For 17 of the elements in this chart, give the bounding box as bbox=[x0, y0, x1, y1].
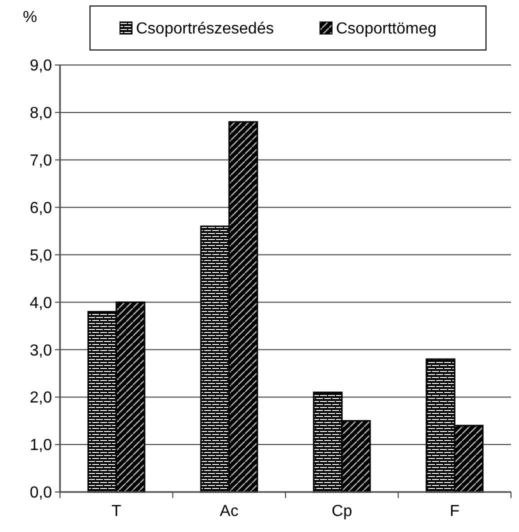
x-tick-label: F bbox=[450, 503, 460, 520]
x-tick-label: Cp bbox=[332, 503, 352, 520]
y-tick-label: 6,0 bbox=[30, 200, 52, 217]
y-tick-label: 3,0 bbox=[30, 342, 52, 360]
y-tick-label: 7,0 bbox=[30, 152, 52, 170]
legend-label: Csoportrészesedés bbox=[136, 20, 274, 38]
y-tick-label: 2,0 bbox=[30, 390, 52, 407]
x-tick-label: T bbox=[111, 503, 122, 520]
y-tick-label: 1,0 bbox=[30, 437, 52, 454]
y-tick-label: 5,0 bbox=[30, 247, 52, 264]
y-tick-label: 4,0 bbox=[30, 294, 52, 312]
y-tick-label: 8,0 bbox=[30, 105, 52, 122]
legend-label: Csoporttömeg bbox=[336, 20, 436, 38]
y-tick-label: 9,0 bbox=[30, 58, 52, 75]
y-axis-title: % bbox=[22, 9, 38, 26]
x-tick-label: Ac bbox=[220, 503, 238, 520]
y-tick-label: 0,0 bbox=[30, 484, 52, 502]
